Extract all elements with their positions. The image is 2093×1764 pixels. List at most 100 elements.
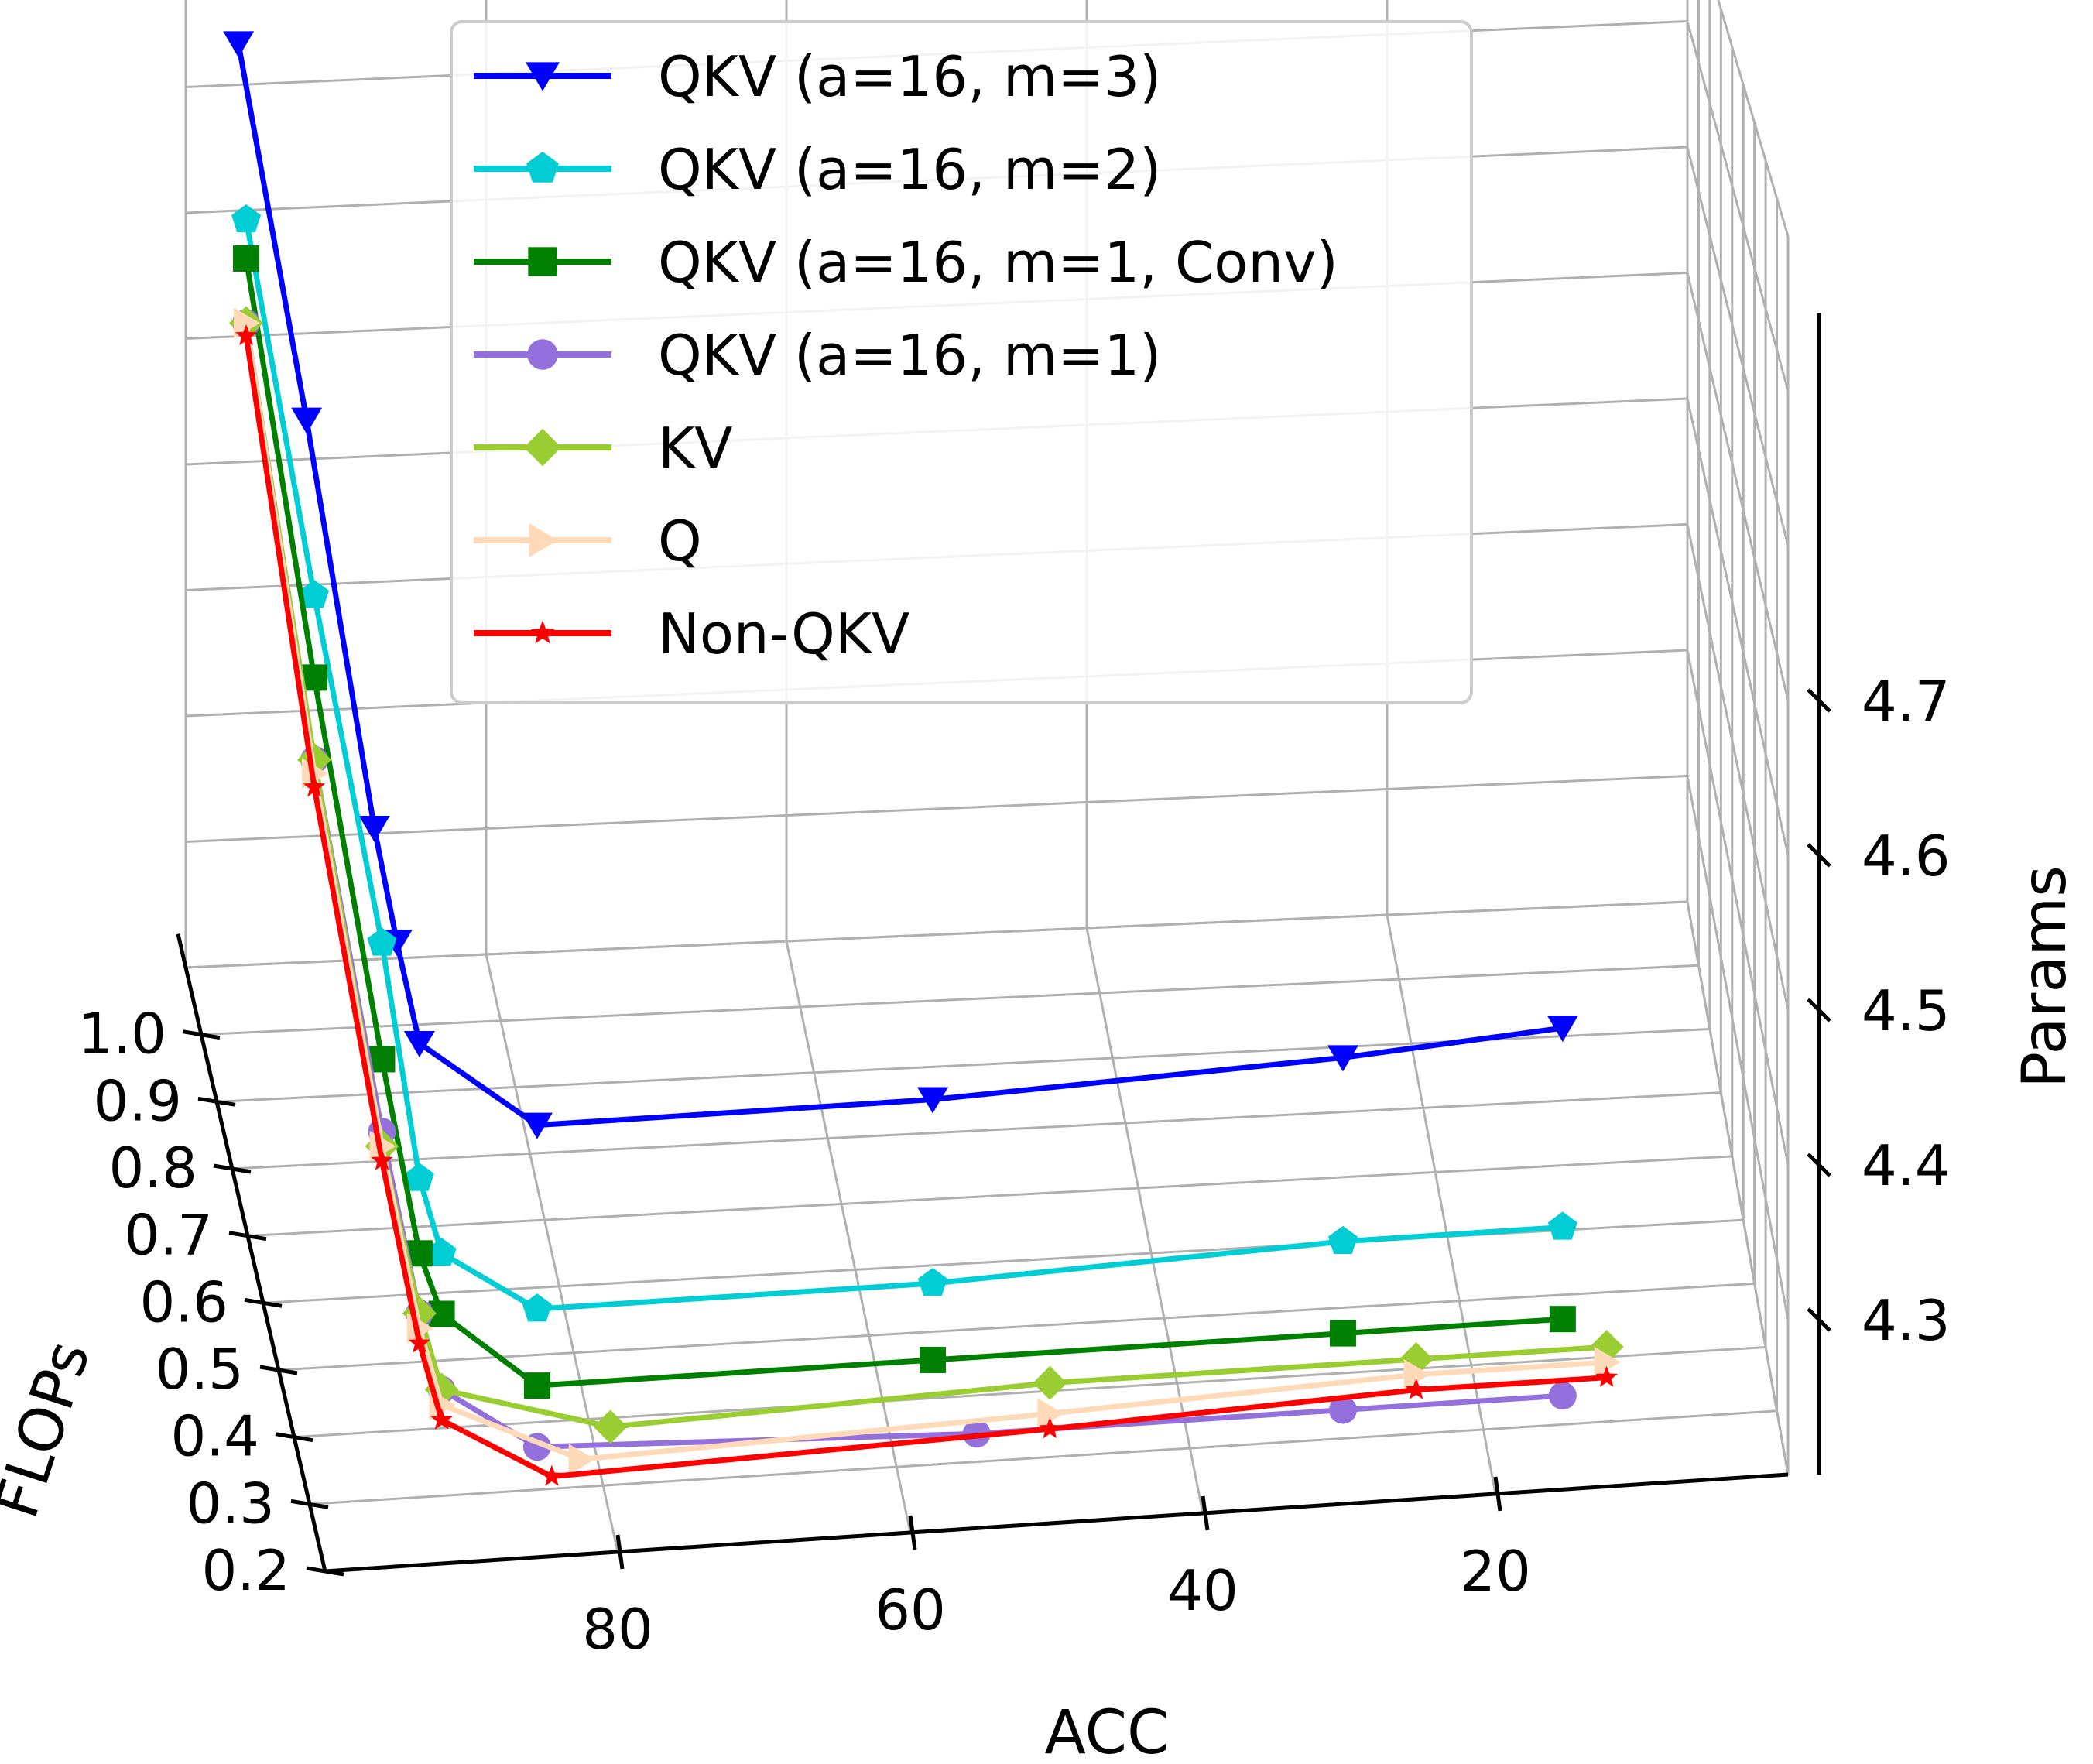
data-point-non-qkv <box>540 1464 564 1486</box>
data-point-qkv-a-16-m-1 <box>1548 1382 1577 1410</box>
y-axis-title: FLOPs <box>0 1333 104 1526</box>
legend-label: QKV (a=16, m=1) <box>658 323 1161 388</box>
data-point-legend-kv <box>523 428 562 467</box>
legend: QKV (a=16, m=3) QKV (a=16, m=2) QKV (a=16,… <box>450 20 1473 704</box>
z-tick-label: 4.4 <box>1862 1133 1951 1198</box>
z-tick-mark <box>1807 998 1831 1022</box>
data-point-qkv-a-16-m-2 <box>1327 1225 1358 1255</box>
data-point-qkv-a-16-m-3 <box>223 31 255 58</box>
data-point-non-qkv <box>1405 1378 1427 1399</box>
series-qkv-a-16-m-3 <box>223 31 1578 1139</box>
x-tick-mark <box>908 1515 917 1550</box>
y-tick-mark <box>213 1163 252 1174</box>
legend-item-q: Q <box>474 509 702 574</box>
series-qkv-a-16-m-1-conv <box>233 245 1576 1399</box>
data-point-q <box>1594 1346 1621 1378</box>
data-point-q <box>1403 1358 1430 1390</box>
grid-line-floor-depth <box>485 954 619 1553</box>
grid-line-sidewall-horizontal <box>1717 0 1790 237</box>
data-point-qkv-a-16-m-3 <box>291 407 323 434</box>
legend-item-non-qkv: Non-QKV <box>474 601 909 666</box>
data-point-qkv-a-16-m-2 <box>231 204 262 233</box>
x-tick-label: 60 <box>875 1577 946 1642</box>
data-point-non-qkv <box>1039 1417 1061 1439</box>
legend-item-kv: KV <box>474 416 732 481</box>
axis-labels: ACC FLOPs Params 80 60 40 20 0.20.30.40.50.6… <box>0 669 2080 1764</box>
data-point-qkv-a-16-m-1-conv <box>1329 1320 1356 1347</box>
series-layer <box>223 31 1624 1486</box>
y-tick-label: 1.0 <box>77 1002 166 1067</box>
axes <box>176 313 1831 1577</box>
y-tick-label: 0.8 <box>108 1135 197 1201</box>
z-tick-mark <box>1807 843 1831 868</box>
grid-line-sidewall-horizontal <box>1686 776 1790 1320</box>
data-point-qkv-a-16-m-2 <box>426 1238 457 1266</box>
data-point-legend-qkv-a-16-m-3 <box>526 62 560 91</box>
y-tick-mark <box>259 1365 298 1375</box>
data-point-qkv-a-16-m-2 <box>917 1268 947 1296</box>
data-point-kv <box>1033 1365 1067 1400</box>
grid-line-floor-width <box>185 900 1688 969</box>
data-point-legend-q <box>529 523 558 557</box>
legend-box <box>450 20 1473 704</box>
data-point-qkv-a-16-m-3 <box>1327 1045 1358 1072</box>
x-tick-label: 40 <box>1167 1558 1238 1623</box>
z-tick-label: 4.6 <box>1862 824 1951 889</box>
y-tick-label: 0.9 <box>93 1068 182 1133</box>
data-point-non-qkv <box>1595 1365 1618 1387</box>
data-point-q <box>1037 1398 1064 1430</box>
data-point-qkv-a-16-m-2 <box>522 1293 552 1322</box>
y-tick-label: 0.7 <box>124 1203 213 1268</box>
grid-line-sidewall-horizontal <box>1686 398 1790 856</box>
data-point-non-qkv <box>408 1331 431 1353</box>
y-tick-mark <box>290 1499 329 1509</box>
y-tick-label: 0.5 <box>155 1337 244 1402</box>
y-tick-mark <box>275 1432 313 1443</box>
data-point-qkv-a-16-m-2 <box>404 1163 434 1191</box>
data-point-qkv-a-16-m-1-conv <box>368 1046 396 1073</box>
legend-label: Q <box>658 509 702 574</box>
data-point-qkv-a-16-m-3 <box>916 1087 948 1114</box>
data-point-qkv-a-16-m-3 <box>1547 1016 1578 1043</box>
data-point-qkv-a-16-m-1-conv <box>1549 1306 1576 1333</box>
data-point-qkv-a-16-m-3 <box>403 1031 435 1058</box>
data-point-non-qkv <box>371 1149 393 1170</box>
legend-item-qkv-a-16-m-2: QKV (a=16, m=2) <box>474 137 1161 202</box>
grid-line-sidewall-horizontal <box>1686 524 1790 1011</box>
x-tick-mark <box>1493 1476 1502 1512</box>
y-tick-mark <box>197 1096 236 1107</box>
y-tick-label: 0.6 <box>139 1269 228 1334</box>
data-point-non-qkv <box>430 1408 453 1430</box>
data-point-non-qkv <box>303 776 326 797</box>
y-tick-label: 0.3 <box>186 1471 275 1536</box>
data-point-legend-non-qkv <box>530 620 555 644</box>
data-point-q <box>568 1444 595 1475</box>
grid-line-floor-width <box>247 1155 1732 1238</box>
z-tick-mark <box>1807 1153 1831 1177</box>
grid-line-sidewall-horizontal <box>1686 901 1790 1475</box>
data-point-qkv-a-16-m-3 <box>521 1112 553 1139</box>
x-axis-title: ACC <box>1045 1698 1170 1764</box>
y-tick-mark <box>228 1231 267 1242</box>
series-qkv-a-16-m-2 <box>231 204 1577 1322</box>
legend-item-qkv-a-16-m-1: QKV (a=16, m=1) <box>474 323 1161 388</box>
z-tick-label: 4.5 <box>1862 978 1951 1043</box>
y-tick-label: 0.2 <box>201 1538 290 1603</box>
data-point-kv <box>593 1409 628 1444</box>
data-point-qkv-a-16-m-2 <box>1547 1211 1577 1240</box>
x-tick-mark <box>615 1534 625 1570</box>
data-point-qkv-a-16-m-2 <box>300 580 330 608</box>
y-axis-line <box>176 933 327 1572</box>
series-non-qkv <box>235 324 1618 1486</box>
data-point-qkv-a-16-m-1-conv <box>233 245 260 272</box>
data-point-q <box>234 307 261 339</box>
grid-line-floor-width <box>231 1091 1721 1170</box>
data-point-legend-qkv-a-16-m-2 <box>526 152 559 183</box>
grid-line-sidewall-horizontal <box>1686 21 1790 392</box>
grid-line-floor-width <box>293 1346 1766 1439</box>
data-point-non-qkv <box>235 324 258 346</box>
y-tick-mark <box>306 1566 344 1577</box>
data-point-qkv-a-16-m-1-conv <box>523 1372 550 1399</box>
grid-line-floor-width <box>309 1409 1777 1505</box>
